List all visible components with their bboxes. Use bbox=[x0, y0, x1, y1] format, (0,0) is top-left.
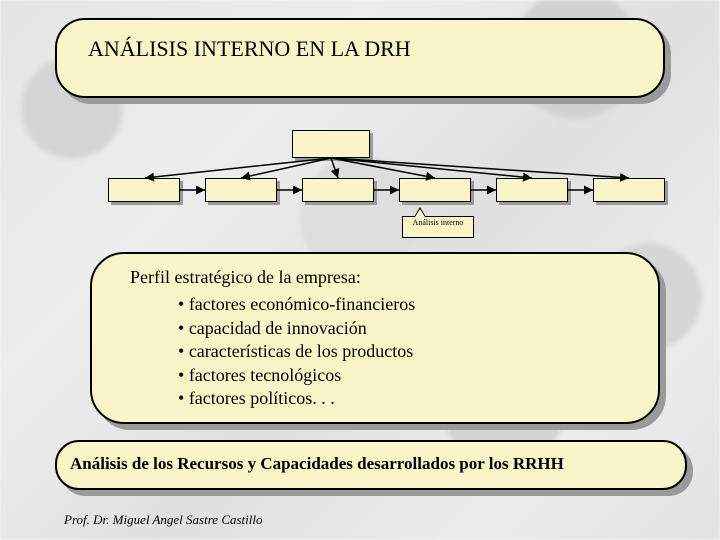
page-title: ANÁLISIS INTERNO EN LA DRH bbox=[88, 36, 411, 62]
callout-label: Análisis interno bbox=[413, 218, 464, 227]
resources-text: Análisis de los Recursos y Capacidades d… bbox=[70, 454, 564, 474]
profile-bullet-list: factores económico-financieros capacidad… bbox=[130, 293, 650, 410]
profile-bullet: capacidad de innovación bbox=[178, 317, 650, 340]
flow-box-0 bbox=[108, 178, 180, 202]
flow-box-1 bbox=[205, 178, 277, 202]
callout-analisis-interno: Análisis interno bbox=[402, 216, 474, 238]
flow-box-2 bbox=[302, 178, 374, 202]
profile-bullet: características de los productos bbox=[178, 340, 650, 363]
flow-box-4 bbox=[496, 178, 568, 202]
flow-box-5 bbox=[593, 178, 665, 202]
profile-bullet: factores económico-financieros bbox=[178, 293, 650, 316]
profile-bullet: factores políticos. . . bbox=[178, 387, 650, 410]
profile-content: Perfil estratégico de la empresa: factor… bbox=[130, 266, 650, 410]
flow-top-box bbox=[292, 130, 370, 158]
profile-bullet: factores tecnológicos bbox=[178, 364, 650, 387]
flow-box-3 bbox=[399, 178, 471, 202]
footer-author: Prof. Dr. Miguel Angel Sastre Castillo bbox=[64, 512, 263, 528]
profile-heading: Perfil estratégico de la empresa: bbox=[130, 266, 650, 289]
